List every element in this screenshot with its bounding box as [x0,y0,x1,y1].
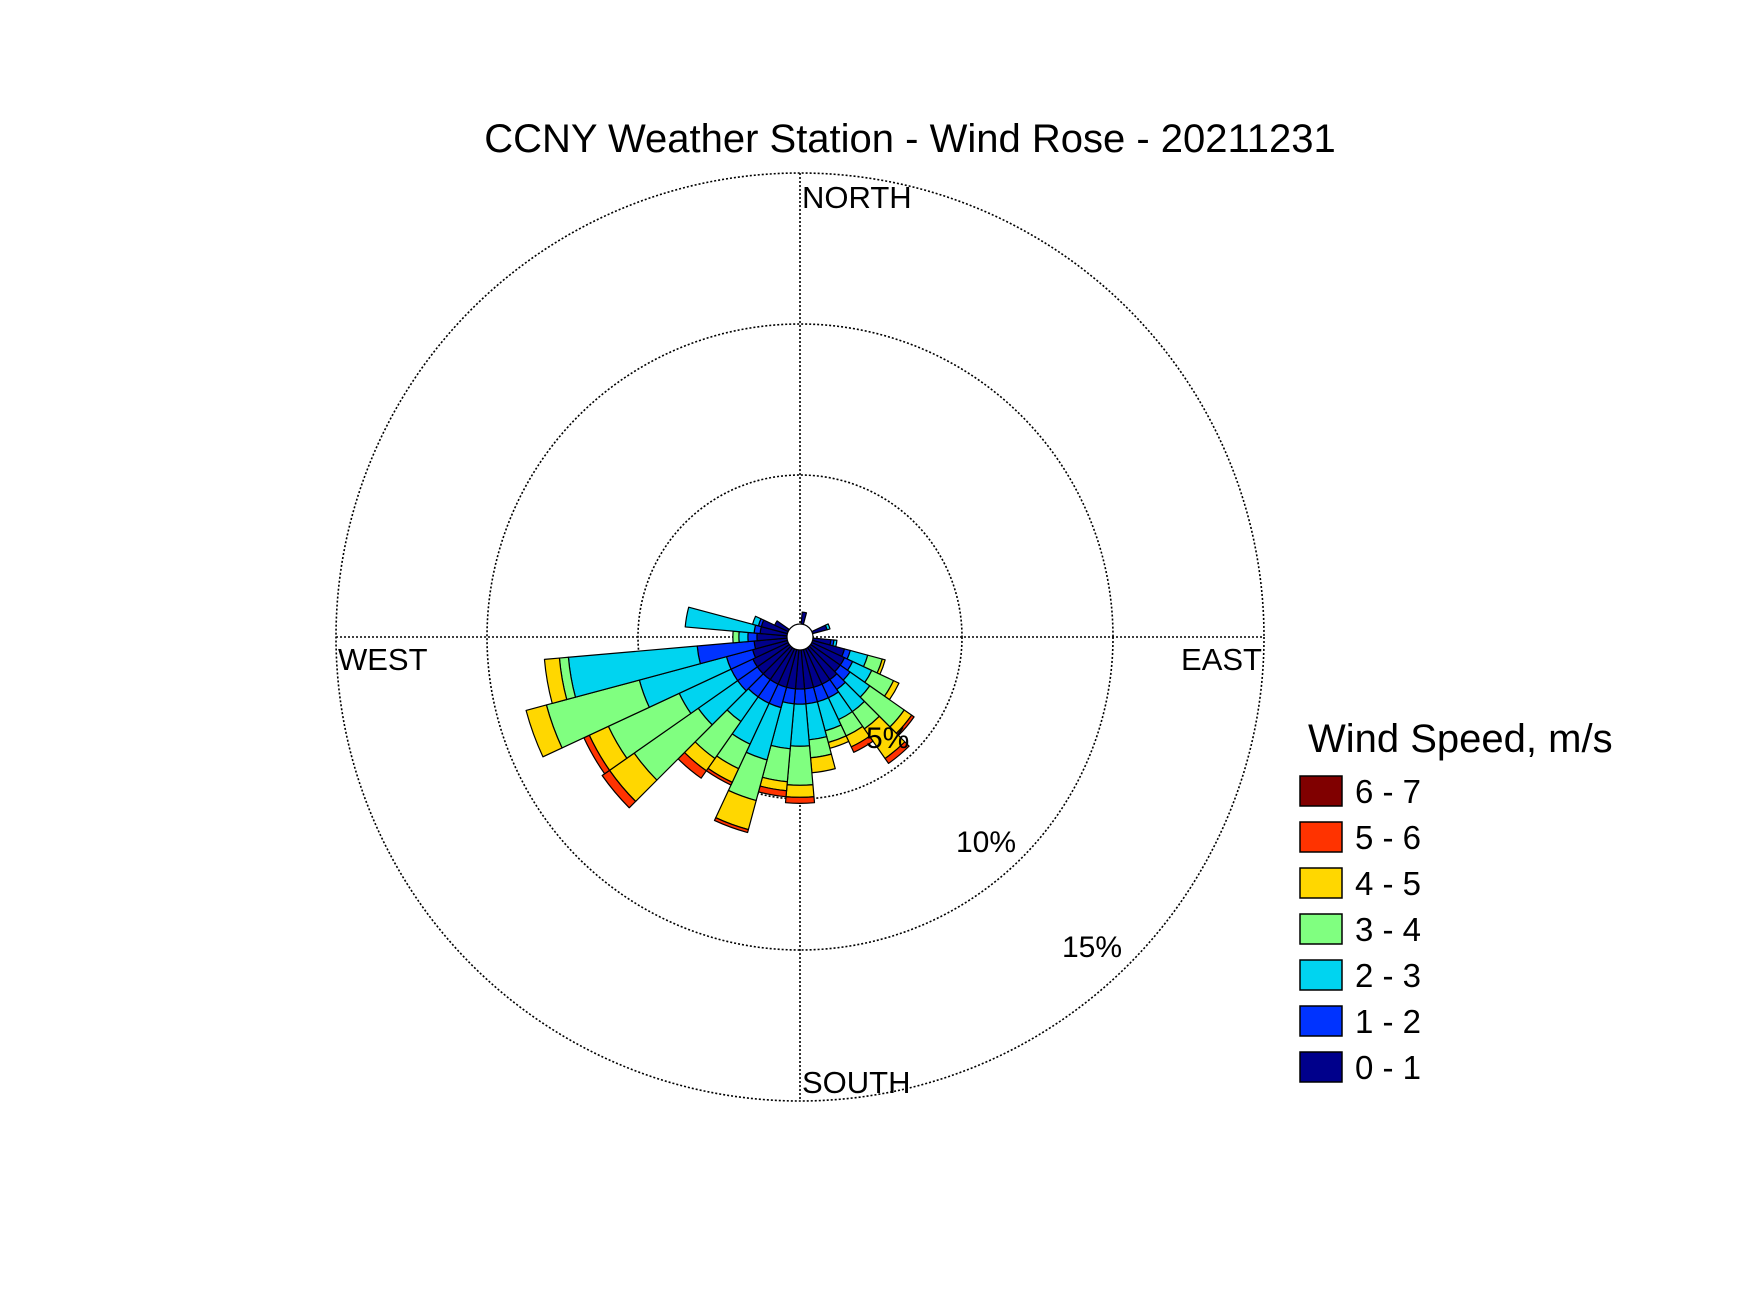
wedge-dir-140-bin-5 [884,741,910,765]
ring-label-5: 5% [866,722,909,755]
wedge-dir-180-bin-1 [793,688,807,705]
chart-title: CCNY Weather Station - Wind Rose - 20211… [484,117,1336,161]
wedge-dir-70-bin-0 [811,624,828,635]
wedge-dir-200-bin-5 [713,817,749,834]
wedge-dir-290-bin-2 [751,615,762,627]
wedge-dir-170-bin-4 [809,753,836,774]
legend-label-5: 1 - 2 [1355,1003,1421,1040]
ring-label-10: 10% [956,826,1016,859]
wedge-dir-180-bin-5 [784,796,816,804]
wedge-dir-180-bin-3 [786,745,814,786]
wedge-dir-250-bin-4 [525,704,563,758]
wedge-dir-230-bin-5 [601,769,637,809]
wedge-dir-280-bin-2 [684,606,757,634]
wedge-dir-270-bin-2 [738,631,749,643]
wind-sectors [525,606,915,834]
label-west: WEST [338,642,428,677]
label-east: EAST [1181,642,1262,677]
legend-swatch-6 [1299,1051,1343,1083]
wedge-dir-260-bin-4 [543,657,568,704]
wedge-dir-150-bin-5 [850,735,874,753]
legend-swatch-5 [1299,1005,1343,1037]
label-south: SOUTH [802,1065,911,1100]
legend-swatch-1 [1299,821,1343,853]
legend-swatch-0 [1299,775,1343,807]
legend-label-0: 6 - 7 [1355,773,1421,810]
wedge-dir-270-bin-1 [747,631,758,643]
legend-label-6: 0 - 1 [1355,1049,1421,1086]
wedge-dir-270-bin-3 [732,630,740,644]
wedge-dir-70-bin-2 [824,623,831,631]
legend-title: Wind Speed, m/s [1308,717,1613,761]
wedge-dir-10-bin-0 [800,611,808,626]
legend-label-2: 4 - 5 [1355,865,1421,902]
calm-center [786,623,814,651]
label-north: NORTH [802,180,912,215]
legend-swatch-3 [1299,913,1343,945]
ring-label-15: 15% [1062,931,1122,964]
legend: Wind Speed, m/s 6 - 7 5 - 6 4 - 5 3 - 4 2 - … [1299,717,1613,1086]
legend-label-1: 5 - 6 [1355,819,1421,856]
wedge-dir-180-bin-4 [785,784,815,798]
legend-swatch-2 [1299,867,1343,899]
legend-label-4: 2 - 3 [1355,957,1421,994]
legend-swatch-4 [1299,959,1343,991]
legend-label-3: 3 - 4 [1355,911,1421,948]
